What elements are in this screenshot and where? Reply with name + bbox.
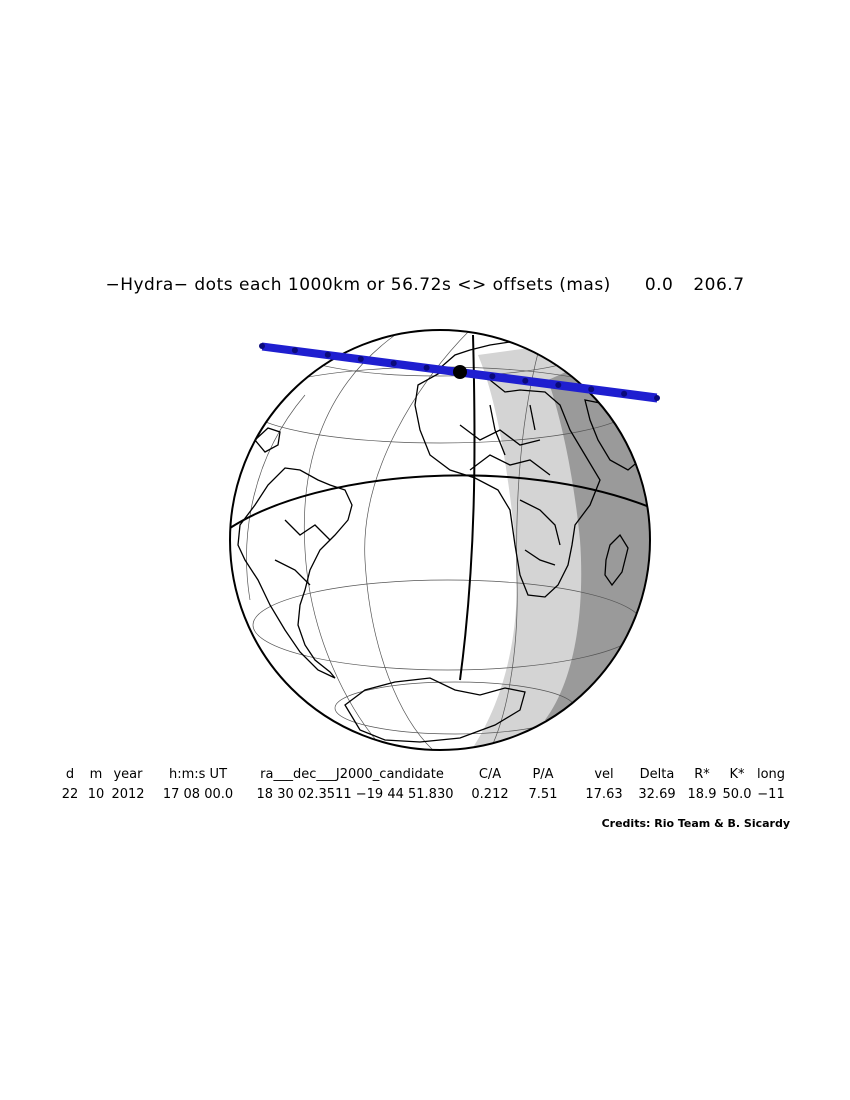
header-time: h:m:s UT — [168, 767, 228, 782]
header-ca: C/A — [478, 767, 502, 782]
track-dot — [522, 377, 529, 384]
title-label: −Hydra− dots each 1000km or 56.72s <> of… — [105, 275, 611, 295]
value-time: 17 08 00.0 — [162, 787, 234, 802]
equator — [230, 474, 650, 529]
offset-ra: 0.0 — [644, 275, 674, 295]
value-day: 22 — [61, 787, 79, 802]
prime-meridian — [459, 334, 476, 681]
track-dot — [259, 343, 265, 349]
globe-outline — [229, 329, 651, 751]
header-pa: P/A — [532, 767, 554, 782]
closest-approach-marker — [453, 365, 467, 379]
value-month: 10 — [87, 787, 105, 802]
header-k-mag: K* — [729, 767, 745, 782]
offset-dec: 206.7 — [693, 275, 745, 295]
value-coordinates: 18 30 02.3511 −19 44 51.830 — [256, 787, 454, 802]
track-dot — [423, 364, 430, 371]
credits: Credits: Rio Team & B. Sicardy — [601, 817, 790, 830]
value-long: −11 — [757, 787, 785, 802]
value-vel: 17.63 — [585, 787, 623, 802]
header-delta: Delta — [639, 767, 675, 782]
track-dot — [555, 382, 562, 388]
antarctica — [344, 677, 526, 743]
track-dot — [291, 347, 298, 354]
header-coordinates: ra___dec___J2000_candidate — [260, 767, 444, 782]
value-year: 2012 — [111, 787, 145, 802]
header-r-mag: R* — [694, 767, 710, 782]
africa — [414, 369, 601, 598]
track-dot — [588, 386, 595, 393]
header-vel: vel — [594, 767, 614, 782]
value-r-mag: 18.9 — [687, 787, 717, 802]
header-long: long — [756, 767, 786, 782]
track-dot — [324, 351, 331, 358]
track-dot — [357, 356, 364, 362]
south-america — [237, 467, 353, 679]
track-dot — [654, 395, 660, 401]
shadow-path — [259, 342, 660, 403]
header-year: year — [113, 767, 143, 782]
header-day: d — [65, 767, 75, 782]
map-title: −Hydra− dots each 1000km or 56.72s <> of… — [0, 275, 850, 295]
value-ca: 0.212 — [471, 787, 509, 802]
greenland — [254, 427, 281, 453]
track-dot — [489, 373, 496, 380]
value-pa: 7.51 — [528, 787, 558, 802]
madagascar — [604, 533, 629, 587]
value-delta: 32.69 — [638, 787, 676, 802]
track-dot — [621, 390, 628, 397]
track-dot — [390, 360, 397, 367]
header-month: m — [89, 767, 103, 782]
value-k-mag: 50.0 — [722, 787, 752, 802]
